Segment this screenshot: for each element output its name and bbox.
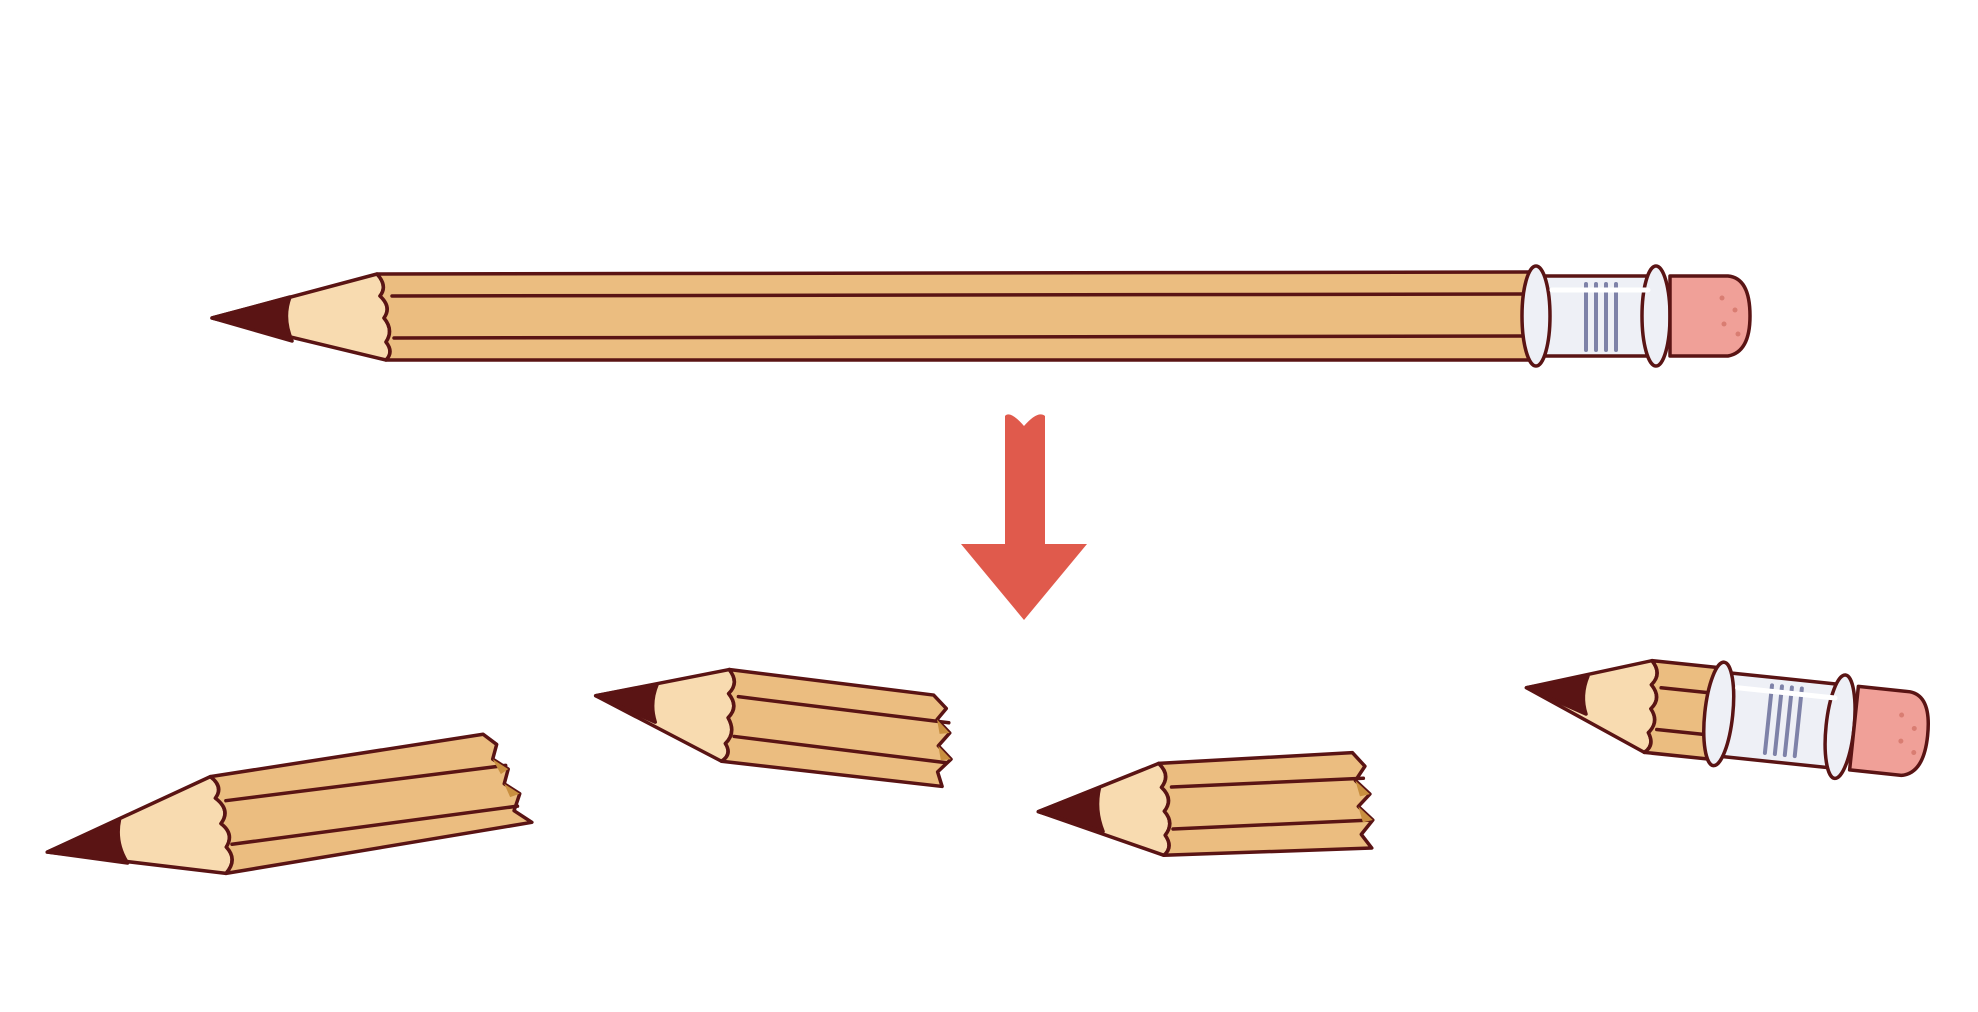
pencil-body bbox=[375, 270, 1532, 362]
pencil-lead bbox=[210, 295, 294, 343]
broken-pencil-piece-icon bbox=[593, 667, 953, 789]
short-pencil-icon bbox=[1524, 658, 1930, 781]
broken-pencil-piece-icon bbox=[1036, 750, 1375, 858]
pencil-icon bbox=[210, 264, 1752, 368]
broken-pencil-piece-icon bbox=[45, 732, 534, 876]
arrow-down-icon bbox=[961, 414, 1087, 620]
pencil-eraser bbox=[1668, 274, 1752, 358]
